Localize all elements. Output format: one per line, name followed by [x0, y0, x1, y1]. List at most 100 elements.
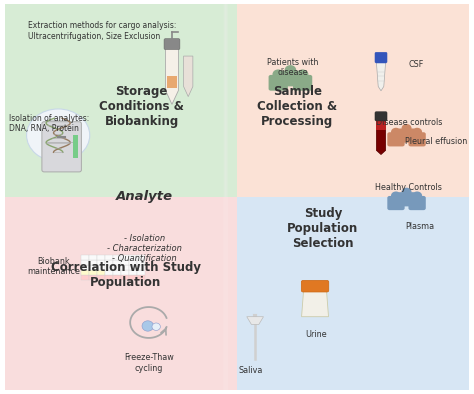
Text: Patients with
disease: Patients with disease — [267, 58, 319, 77]
Polygon shape — [247, 317, 264, 324]
Bar — [82, 265, 89, 270]
Bar — [89, 275, 97, 280]
Text: Healthy Controls: Healthy Controls — [375, 184, 442, 193]
Bar — [129, 275, 137, 280]
Bar — [113, 260, 121, 265]
Bar — [105, 270, 113, 275]
Polygon shape — [183, 56, 193, 97]
Text: CSF: CSF — [409, 60, 424, 69]
Polygon shape — [167, 76, 177, 87]
Bar — [225, 4, 228, 390]
Circle shape — [412, 128, 422, 136]
Bar — [82, 275, 89, 280]
Text: Urine: Urine — [305, 330, 327, 339]
Text: - Isolation
- Characterization
- Quantification: - Isolation - Characterization - Quantif… — [107, 234, 182, 264]
Polygon shape — [301, 290, 328, 317]
Text: Biobank
maintenance: Biobank maintenance — [27, 257, 80, 276]
Bar — [137, 260, 145, 265]
Circle shape — [401, 188, 411, 196]
Bar — [105, 265, 113, 270]
Text: Freeze-Thaw
cycling: Freeze-Thaw cycling — [124, 353, 173, 373]
FancyBboxPatch shape — [42, 122, 82, 172]
FancyBboxPatch shape — [387, 196, 405, 210]
Bar — [113, 275, 121, 280]
FancyBboxPatch shape — [375, 52, 387, 63]
Bar — [237, 197, 469, 390]
Circle shape — [27, 109, 90, 162]
Bar — [97, 270, 105, 275]
Bar — [89, 255, 97, 260]
Polygon shape — [152, 323, 160, 331]
Bar — [5, 4, 237, 197]
Bar — [137, 270, 145, 275]
Bar — [89, 260, 97, 265]
Bar — [97, 275, 105, 280]
Bar — [129, 260, 137, 265]
Bar — [105, 255, 113, 260]
Bar — [129, 255, 137, 260]
FancyBboxPatch shape — [164, 39, 180, 50]
Circle shape — [391, 191, 401, 200]
Bar — [223, 4, 226, 390]
Bar — [113, 255, 121, 260]
Text: Pleural effusion: Pleural effusion — [405, 137, 467, 146]
Circle shape — [297, 69, 309, 79]
Bar — [121, 260, 129, 265]
Text: Sample
Collection &
Processing: Sample Collection & Processing — [257, 85, 337, 128]
Circle shape — [285, 65, 296, 74]
Bar — [113, 270, 121, 275]
Text: Extraction methods for cargo analysis:
Ultracentrifugation, Size Exclusion: Extraction methods for cargo analysis: U… — [28, 21, 176, 41]
FancyBboxPatch shape — [398, 192, 415, 206]
Bar — [224, 4, 227, 390]
Bar — [224, 4, 227, 390]
FancyBboxPatch shape — [409, 196, 426, 210]
Text: Disease controls: Disease controls — [376, 118, 442, 127]
Text: Correlation with Study
Population: Correlation with Study Population — [51, 261, 201, 289]
Bar — [5, 197, 237, 390]
Bar — [113, 265, 121, 270]
Bar — [121, 255, 129, 260]
Circle shape — [391, 128, 401, 136]
Bar — [237, 4, 469, 197]
Bar — [137, 265, 145, 270]
Polygon shape — [376, 62, 386, 91]
Polygon shape — [376, 120, 386, 154]
Bar — [82, 270, 89, 275]
Polygon shape — [142, 321, 154, 331]
Bar — [73, 135, 78, 158]
Bar — [89, 265, 97, 270]
FancyBboxPatch shape — [375, 112, 387, 121]
FancyBboxPatch shape — [387, 132, 405, 147]
FancyBboxPatch shape — [301, 281, 329, 292]
Circle shape — [401, 124, 411, 132]
Bar — [121, 275, 129, 280]
FancyBboxPatch shape — [409, 132, 426, 147]
FancyBboxPatch shape — [281, 71, 300, 86]
FancyBboxPatch shape — [269, 75, 288, 91]
Bar — [225, 4, 228, 390]
Circle shape — [273, 69, 284, 79]
Text: Study
Population
Selection: Study Population Selection — [287, 207, 358, 250]
Bar — [225, 4, 228, 390]
Bar — [105, 260, 113, 265]
Text: Analyte: Analyte — [116, 190, 173, 203]
Bar — [82, 260, 89, 265]
FancyBboxPatch shape — [398, 128, 415, 143]
Polygon shape — [376, 120, 386, 130]
Bar — [97, 260, 105, 265]
Text: Storage
Conditions &
Biobanking: Storage Conditions & Biobanking — [100, 85, 184, 128]
Bar — [97, 265, 105, 270]
Bar — [129, 265, 137, 270]
Bar — [137, 255, 145, 260]
FancyBboxPatch shape — [293, 75, 312, 91]
Bar — [121, 265, 129, 270]
Bar — [224, 4, 227, 390]
Bar — [225, 4, 227, 390]
Circle shape — [412, 191, 422, 200]
Bar — [129, 270, 137, 275]
Polygon shape — [165, 48, 179, 104]
Text: Saliva: Saliva — [239, 366, 263, 375]
Text: Plasma: Plasma — [405, 222, 434, 231]
Text: Isolation of analytes:
DNA, RNA, Protein: Isolation of analytes: DNA, RNA, Protein — [9, 114, 90, 134]
Bar — [105, 275, 113, 280]
